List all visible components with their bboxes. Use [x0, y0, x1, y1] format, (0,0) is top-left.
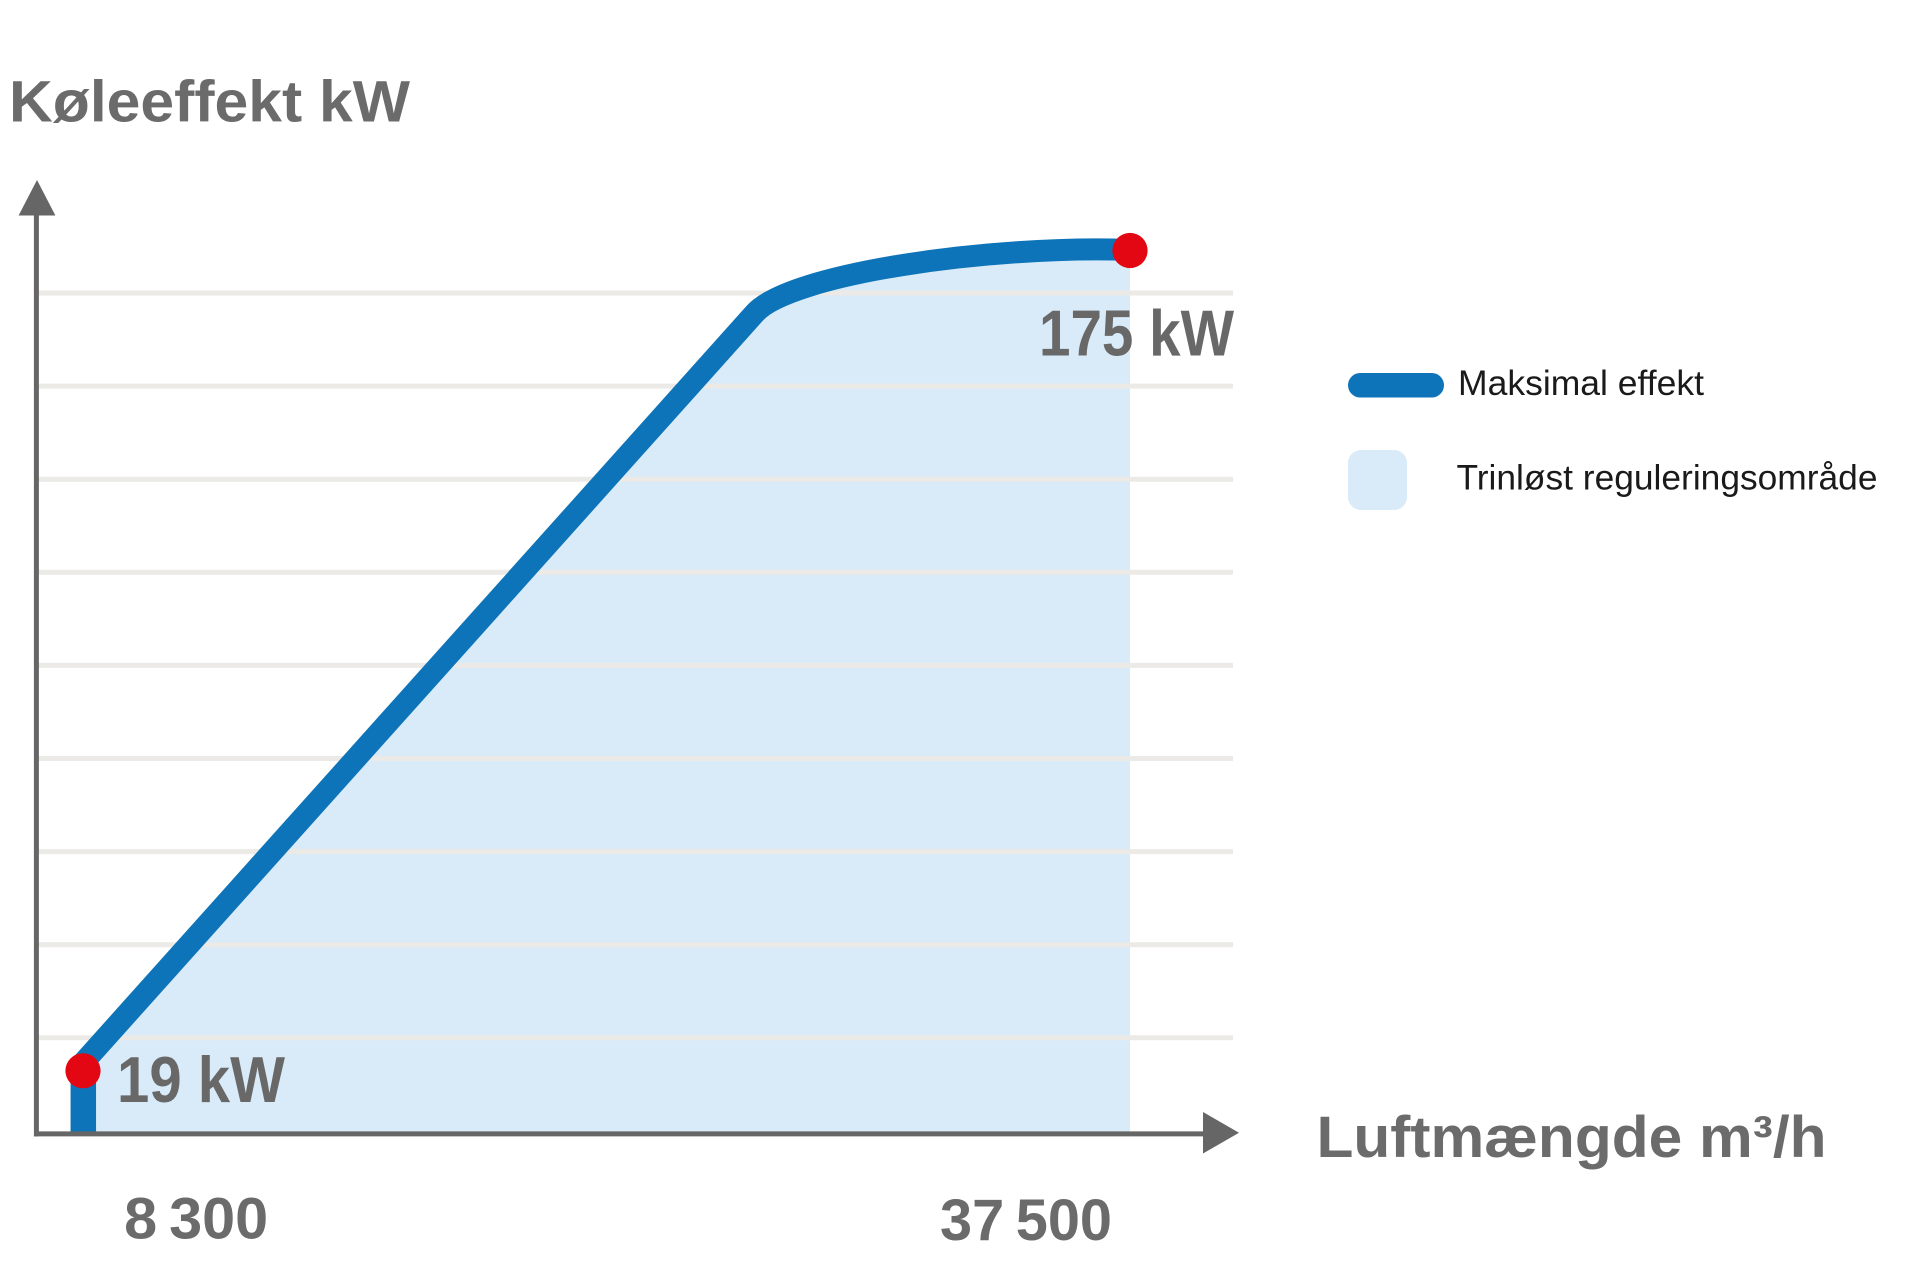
svg-text:Luftmængde m³/h: Luftmængde m³/h: [1317, 1105, 1827, 1170]
svg-text:Køleeffekt kW: Køleeffekt kW: [9, 69, 411, 134]
svg-text:19 kW: 19 kW: [117, 1043, 286, 1116]
svg-text:175 kW: 175 kW: [1039, 297, 1235, 370]
svg-text:Trinløst reguleringsområde: Trinløst reguleringsområde: [1457, 459, 1878, 498]
svg-text:8 300: 8 300: [124, 1187, 268, 1252]
svg-text:37 500: 37 500: [940, 1188, 1112, 1253]
svg-text:Maksimal effekt: Maksimal effekt: [1458, 364, 1704, 403]
